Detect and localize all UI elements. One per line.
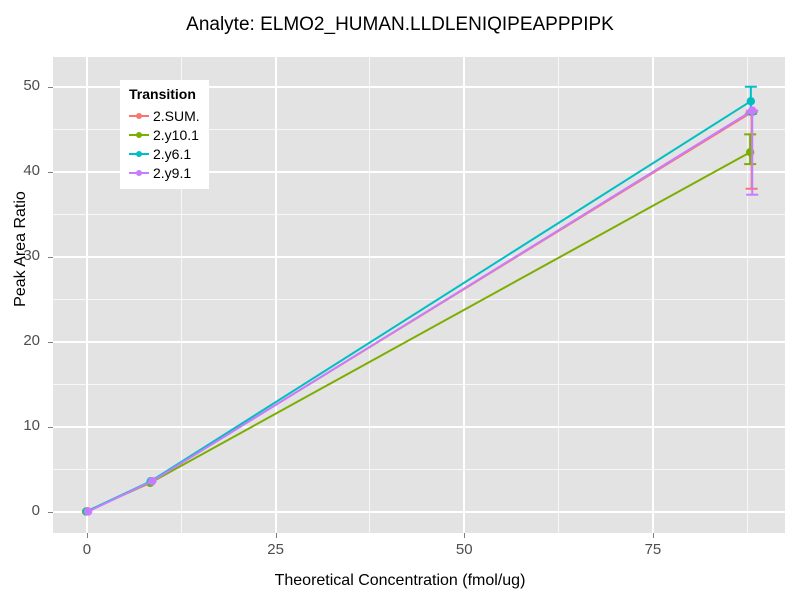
series-line <box>85 151 752 513</box>
page-title: Analyte: ELMO2_HUMAN.LLDLENIQIPEAPPPIPK <box>186 14 614 35</box>
legend-item-label: 2.y6.1 <box>153 145 192 162</box>
y-tick-label: 40 <box>23 161 40 179</box>
legend-key-icon <box>129 146 149 162</box>
y-tick-label: 30 <box>23 246 40 264</box>
y-tick-mark <box>48 341 53 343</box>
gridline-minor-vertical <box>558 57 560 533</box>
legend-key-dot <box>136 131 142 138</box>
legend-items: 2.SUM. 2.y10.1 2.y6.1 2.y9.1 <box>129 106 200 182</box>
y-tick-mark <box>48 426 53 428</box>
gridline-minor-horizontal <box>53 128 785 130</box>
gridline-major-horizontal <box>53 255 785 258</box>
x-tick-label: 75 <box>644 541 662 558</box>
legend-key-dot <box>136 169 142 176</box>
gridline-minor-horizontal <box>53 468 785 470</box>
y-tick-label: 0 <box>31 501 40 519</box>
gridline-major-vertical <box>463 57 466 533</box>
x-tick-label: 0 <box>82 541 92 558</box>
legend-title: Transition <box>129 86 196 102</box>
series-2-y9-1 <box>83 106 759 516</box>
y-tick-label: 50 <box>23 76 40 94</box>
x-tick-mark <box>86 533 88 538</box>
legend-key-dot <box>136 112 142 119</box>
y-tick-label: 20 <box>23 331 40 349</box>
gridline-major-vertical <box>274 57 277 533</box>
y-tick-mark <box>48 256 53 258</box>
gridline-minor-horizontal <box>53 298 785 300</box>
legend-key-icon <box>129 127 149 143</box>
gridline-major-horizontal <box>53 510 785 513</box>
gridline-major-horizontal <box>53 170 785 173</box>
gridline-minor-horizontal <box>53 383 785 385</box>
y-tick-mark <box>48 171 53 173</box>
gridline-minor-vertical <box>369 57 371 533</box>
data-point <box>83 507 93 516</box>
gridline-minor-horizontal <box>53 213 785 215</box>
gridline-major-horizontal <box>53 85 785 88</box>
legend-key-dot <box>136 150 142 157</box>
x-tick-mark <box>652 533 654 538</box>
data-point <box>148 476 157 486</box>
legend-item-2-y10-1[interactable]: 2.y10.1 <box>129 125 200 144</box>
legend-item-2-sum[interactable]: 2.SUM. <box>129 106 200 125</box>
legend-key-icon <box>129 108 149 124</box>
gridline-major-horizontal <box>53 425 785 428</box>
gridline-major-vertical <box>85 57 88 533</box>
legend-item-label: 2.y10.1 <box>153 126 199 143</box>
y-tick-mark <box>48 86 53 88</box>
x-tick-label: 25 <box>267 541 284 558</box>
data-point <box>748 106 757 115</box>
series-2-y10-1 <box>81 133 757 516</box>
y-tick-label: 10 <box>23 416 40 434</box>
legend-item-2-y6-1[interactable]: 2.y6.1 <box>129 144 200 163</box>
x-tick-label: 50 <box>455 541 473 558</box>
x-tick-mark <box>464 533 466 538</box>
gridline-minor-vertical <box>180 57 182 533</box>
legend-item-2-y9-1[interactable]: 2.y9.1 <box>129 163 200 182</box>
legend: Transition 2.SUM. 2.y10.1 2.y6.1 2.y9.1 <box>120 80 209 189</box>
data-point <box>746 97 756 106</box>
legend-item-label: 2.y9.1 <box>153 164 192 181</box>
x-tick-mark <box>275 533 277 538</box>
series-layer <box>81 85 759 516</box>
legend-key-icon <box>129 165 149 181</box>
gridline-major-horizontal <box>53 340 785 343</box>
y-axis-title: Peak Area Ratio <box>12 191 29 307</box>
gridline-minor-vertical <box>746 57 748 533</box>
legend-item-label: 2.SUM. <box>153 107 200 124</box>
gridline-major-vertical <box>651 57 654 533</box>
y-tick-mark <box>48 511 53 513</box>
x-axis-title: Theoretical Concentration (fmol/ug) <box>274 572 526 589</box>
